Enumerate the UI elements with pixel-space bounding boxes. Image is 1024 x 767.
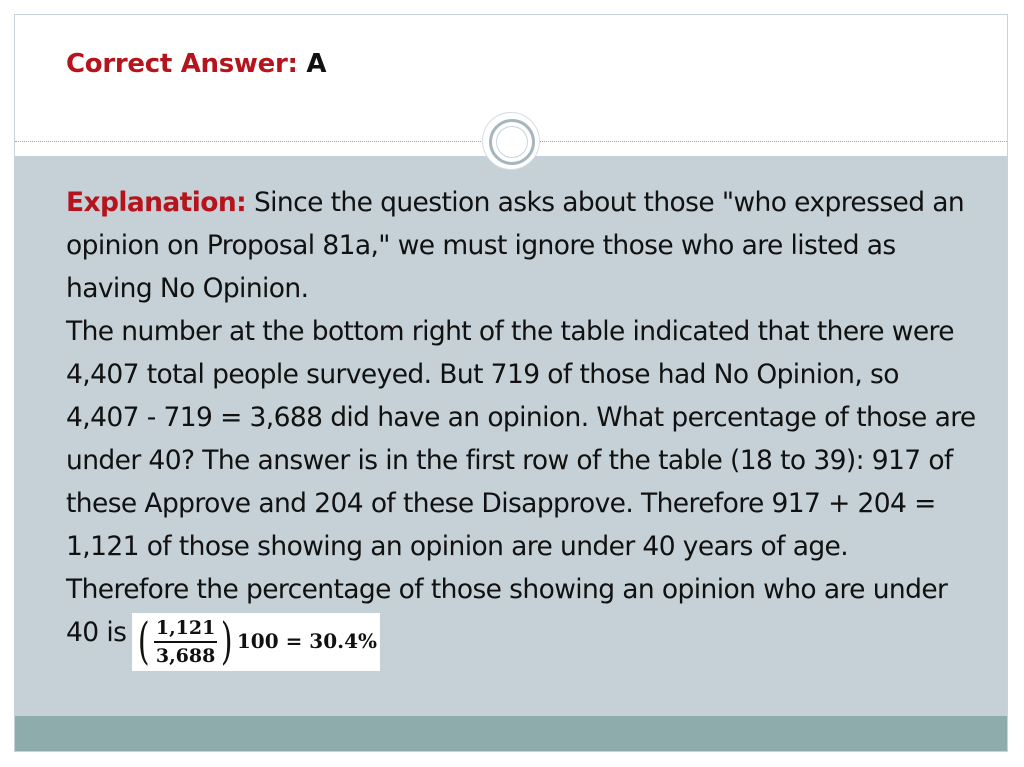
explanation-paragraph-3: Therefore the percentage of those showin… <box>66 568 976 671</box>
percentage-formula: (1,121 3,688) 100 = 30.4% <box>132 612 381 671</box>
explanation-paragraph-1-text: Since the question asks about those "who… <box>66 187 965 304</box>
explanation-paragraph-1: Explanation: Since the question asks abo… <box>66 181 976 310</box>
footer-band <box>15 716 1007 751</box>
ornament-ring-inner <box>496 126 528 158</box>
formula-open-paren: ( <box>138 612 150 670</box>
formula-fraction: 1,121 3,688 <box>153 615 218 669</box>
formula-numerator: 1,121 <box>153 615 218 643</box>
ornament-ring <box>489 119 535 165</box>
explanation-paragraph-2: The number at the bottom right of the ta… <box>66 316 976 562</box>
explanation-paragraph-3-text: Therefore the percentage of those showin… <box>66 574 948 648</box>
correct-answer-label: Correct Answer: <box>66 49 298 79</box>
explanation-label: Explanation: <box>66 187 247 218</box>
formula-result: 100 = 30.4% <box>236 629 378 653</box>
slide: Correct Answer: A Explanation: Since the… <box>14 14 1008 752</box>
formula-close-paren: ) <box>221 612 233 670</box>
explanation-text: Explanation: Since the question asks abo… <box>66 181 976 671</box>
slide-title: Correct Answer: A <box>66 49 327 79</box>
circle-ornament-icon <box>482 112 540 170</box>
correct-answer-value: A <box>306 49 327 79</box>
formula-denominator: 3,688 <box>155 645 216 667</box>
